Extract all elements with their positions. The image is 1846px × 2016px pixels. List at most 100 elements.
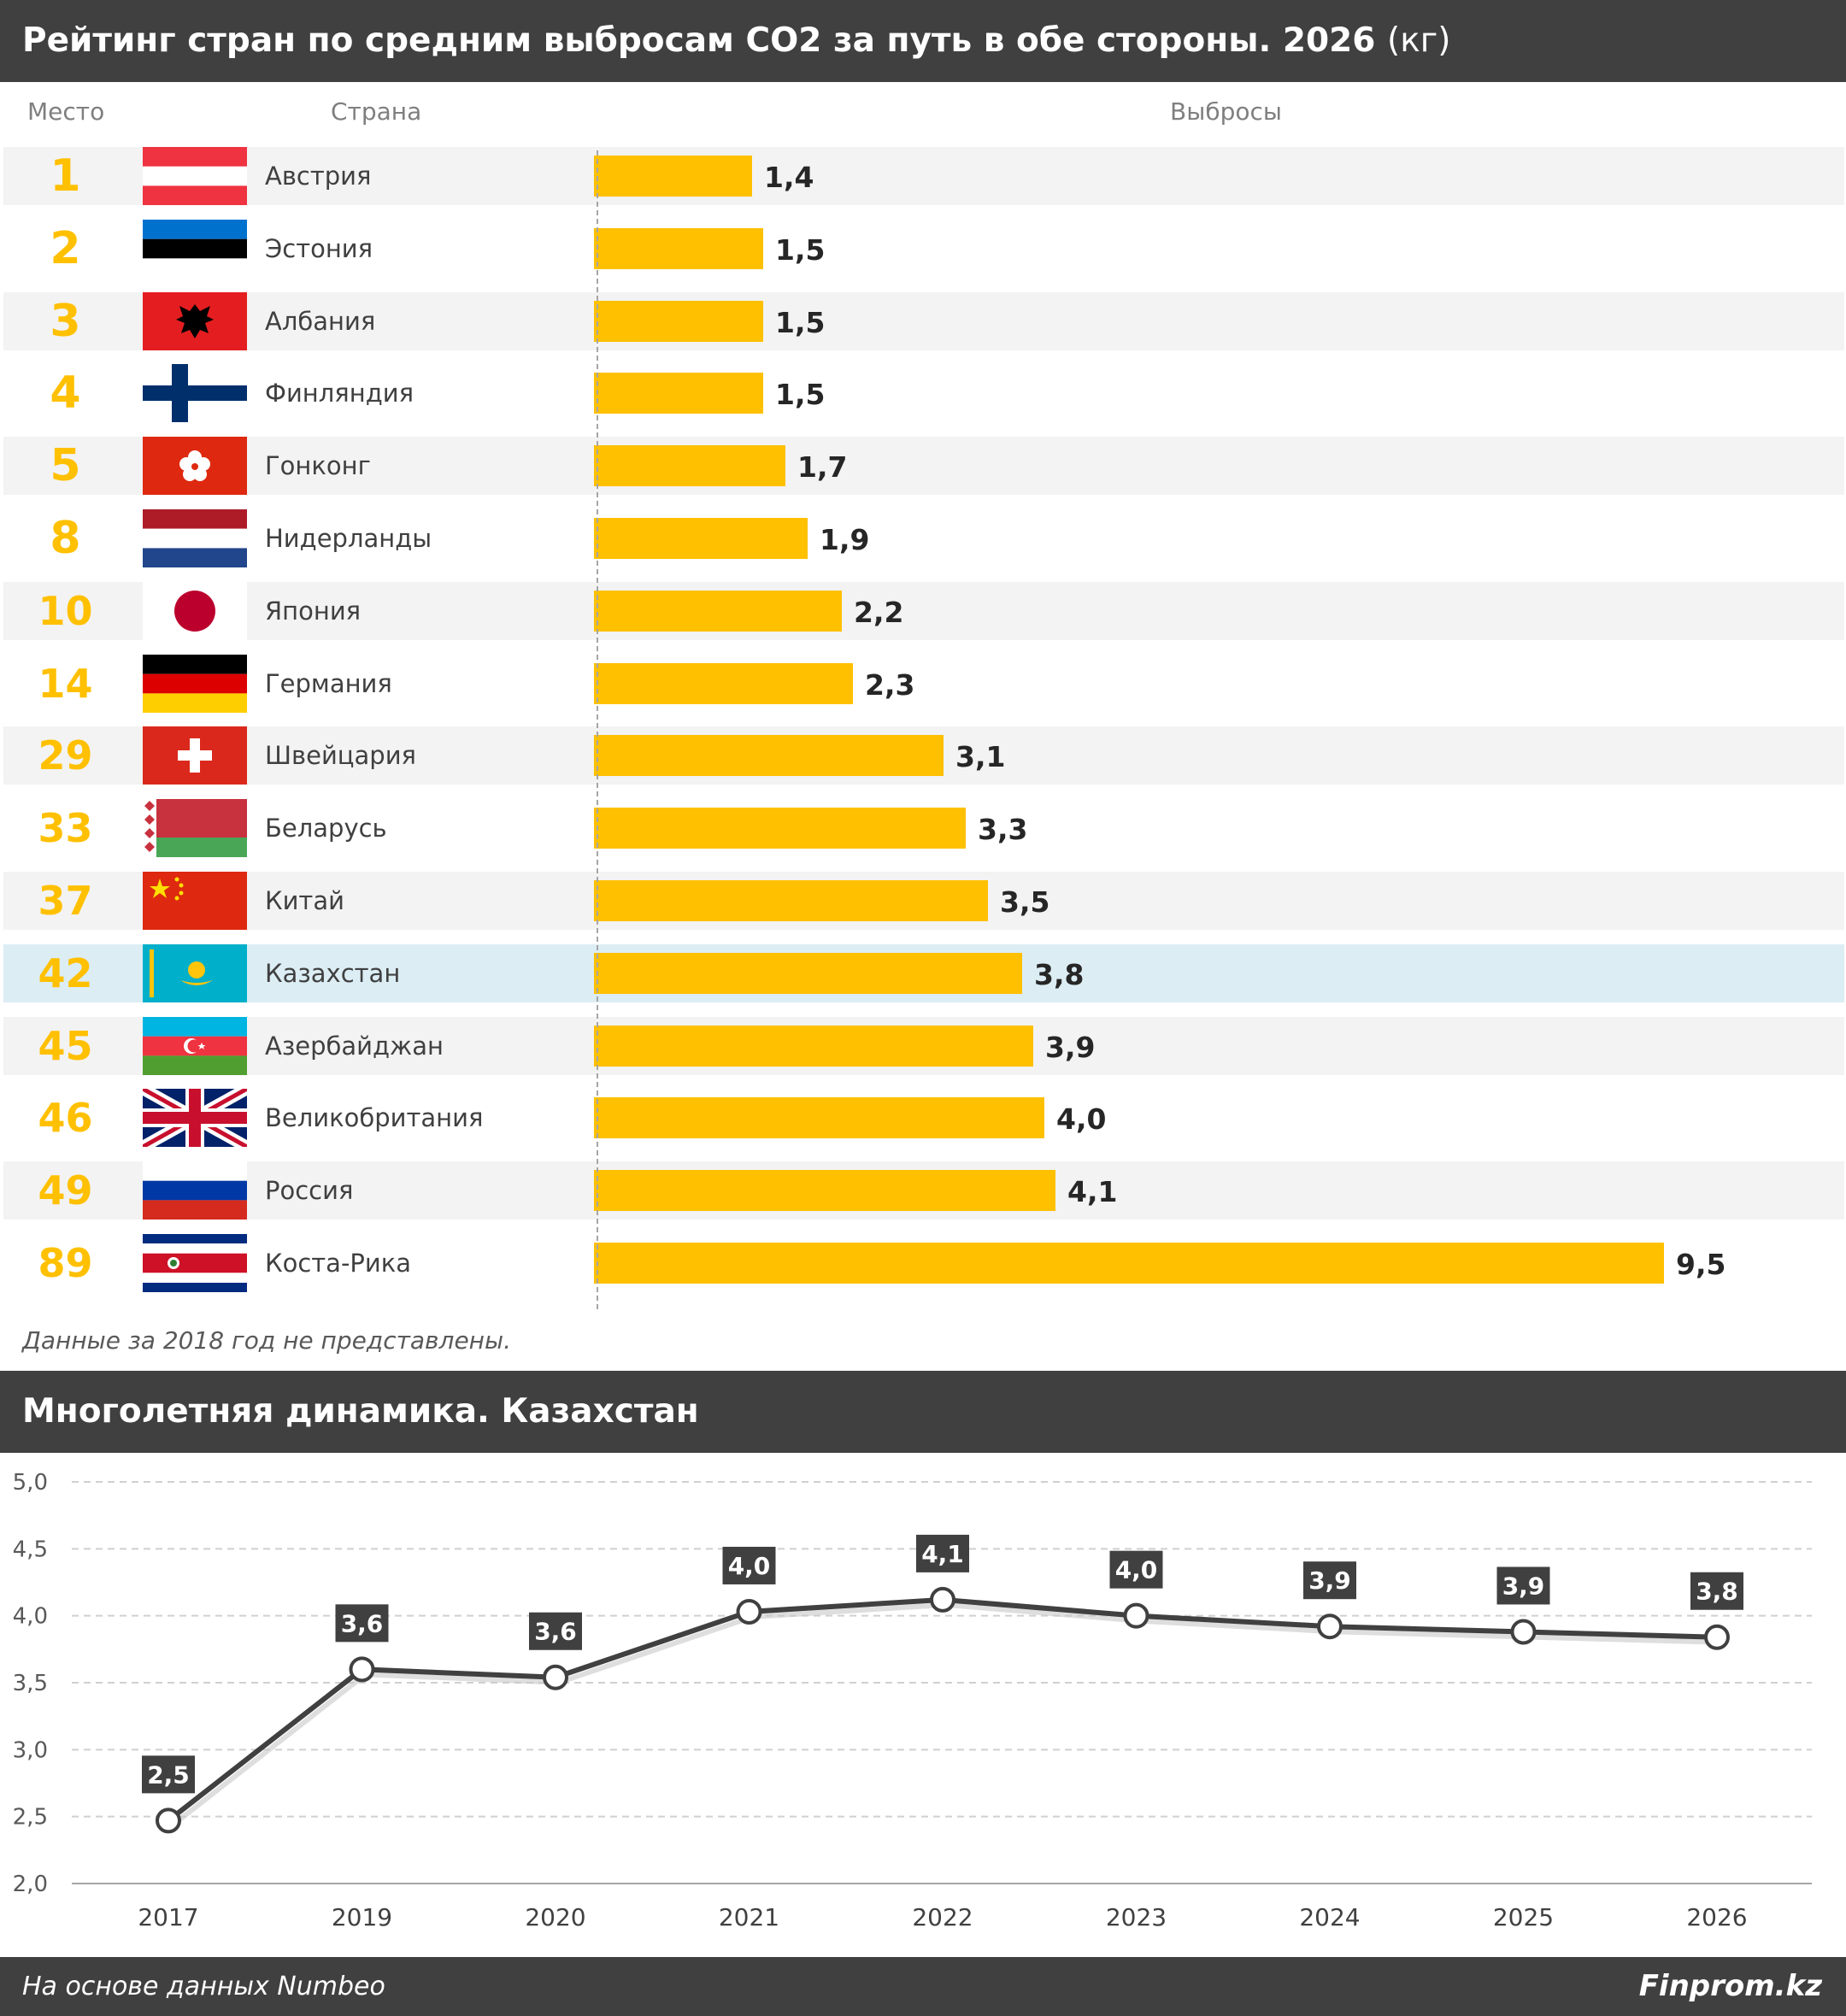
country-name: Россия <box>265 1176 354 1205</box>
main-title-unit: (кг) <box>1387 21 1451 60</box>
rank-number: 10 <box>38 588 93 634</box>
data-point <box>736 1598 762 1625</box>
rank-number: 5 <box>50 440 81 491</box>
rank-number: 33 <box>38 805 93 851</box>
emission-bar <box>594 808 966 849</box>
value-label: 1,5 <box>775 306 826 339</box>
emission-bar <box>594 591 842 632</box>
value-label: 3,8 <box>1034 958 1085 991</box>
table-row: 1 Австрия <box>3 147 1844 205</box>
rank-number: 14 <box>38 661 93 707</box>
value-label: 1,5 <box>775 233 826 267</box>
x-tick-label: 2023 <box>1106 1903 1167 1931</box>
x-tick-label: 2021 <box>719 1903 779 1931</box>
x-tick-label: 2025 <box>1493 1903 1554 1931</box>
value-label: 3,5 <box>1000 885 1050 919</box>
series-line-shadow <box>170 1602 1721 1828</box>
rank-number: 1 <box>50 150 81 202</box>
data-label: 3,9 <box>1502 1572 1545 1600</box>
country-name: Финляндия <box>265 379 414 408</box>
country-name: Германия <box>265 669 392 698</box>
data-label-box <box>1690 1572 1743 1610</box>
main-title-text: Рейтинг стран по средним выбросам CO2 за… <box>22 21 1376 60</box>
data-point <box>543 1664 568 1690</box>
netherlands-flag-icon <box>143 509 247 567</box>
x-tick-label: 2019 <box>332 1903 392 1931</box>
data-label-box <box>1496 1566 1550 1605</box>
y-tick-label: 3,0 <box>13 1737 48 1763</box>
emission-bar <box>594 1097 1044 1138</box>
x-tick-label: 2024 <box>1299 1903 1360 1931</box>
value-label: 2,2 <box>854 596 904 629</box>
country-name: Швейцария <box>265 741 417 770</box>
table-row: 10 Япония <box>3 582 1844 640</box>
data-label-box <box>1303 1561 1356 1600</box>
data-label: 3,6 <box>534 1618 577 1646</box>
data-label: 3,8 <box>1696 1578 1738 1606</box>
value-label: 1,7 <box>797 450 848 484</box>
rank-number: 8 <box>50 513 81 564</box>
main-title: Рейтинг стран по средним выбросам CO2 за… <box>0 0 1846 82</box>
country-name: Нидерланды <box>265 524 432 553</box>
table-row: 8 Нидерланды <box>3 509 1844 567</box>
y-tick-label: 4,5 <box>13 1537 48 1562</box>
data-point <box>1704 1624 1730 1650</box>
y-tick-label: 4,0 <box>13 1604 48 1630</box>
uk-flag-icon <box>143 1089 247 1147</box>
rank-number: 29 <box>38 732 93 779</box>
value-label: 3,1 <box>955 740 1006 773</box>
data-point <box>930 1586 955 1613</box>
value-label: 3,3 <box>978 813 1028 846</box>
rank-number: 37 <box>38 878 93 924</box>
bar-axis-line <box>597 150 598 1309</box>
data-label-box <box>335 1604 389 1643</box>
austria-flag-icon <box>143 147 247 205</box>
rank-number: 46 <box>38 1095 93 1141</box>
rank-number: 2 <box>50 223 81 274</box>
series-line <box>167 1596 1718 1823</box>
y-tick-label: 3,5 <box>13 1671 48 1696</box>
emission-bar <box>594 1026 1033 1067</box>
value-label: 1,9 <box>820 523 870 556</box>
china-flag-icon <box>143 872 247 930</box>
rank-number: 3 <box>50 296 81 347</box>
y-tick-label: 5,0 <box>13 1470 48 1496</box>
data-label-box <box>1109 1550 1163 1589</box>
brand-logo: Finprom.kz <box>1638 1969 1822 2003</box>
emission-bar <box>594 663 853 704</box>
data-label-box <box>142 1755 195 1794</box>
costa-rica-flag-icon <box>143 1234 247 1292</box>
country-name: Казахстан <box>265 959 401 988</box>
kazakhstan-flag-icon <box>143 944 247 1002</box>
column-header-rank: Место <box>27 97 105 126</box>
country-name: Великобритания <box>265 1103 484 1132</box>
rank-number: 49 <box>38 1167 93 1214</box>
emission-bar <box>594 228 763 269</box>
data-point <box>1510 1619 1537 1645</box>
column-header-emissions: Выбросы <box>1170 97 1282 126</box>
data-label: 4,0 <box>1115 1556 1158 1584</box>
hong-kong-flag-icon <box>143 437 247 495</box>
value-label: 1,4 <box>764 161 814 194</box>
value-label: 2,3 <box>865 668 915 702</box>
country-name: Коста-Рика <box>265 1249 412 1278</box>
data-point <box>1123 1602 1149 1629</box>
source-note: На основе данных Numbeo <box>22 1972 385 2001</box>
country-name: Беларусь <box>265 814 387 843</box>
germany-flag-icon <box>143 655 247 713</box>
rank-number: 45 <box>38 1023 93 1069</box>
data-note: Данные за 2018 год не представлены. <box>22 1326 511 1355</box>
country-name: Азербайджан <box>265 1032 444 1061</box>
country-name: Китай <box>265 886 344 915</box>
emission-bar <box>594 518 808 559</box>
table-row: 89 Коста-Рика <box>3 1234 1844 1292</box>
data-label-box <box>529 1612 582 1650</box>
data-label: 2,5 <box>147 1760 190 1789</box>
footer: На основе данных Numbeo Finprom.kz <box>0 1957 1846 2016</box>
data-point <box>156 1807 181 1834</box>
switzerland-flag-icon <box>143 726 247 785</box>
country-name: Австрия <box>265 162 372 191</box>
estonia-flag-icon <box>143 220 247 278</box>
x-tick-label: 2022 <box>912 1903 973 1931</box>
